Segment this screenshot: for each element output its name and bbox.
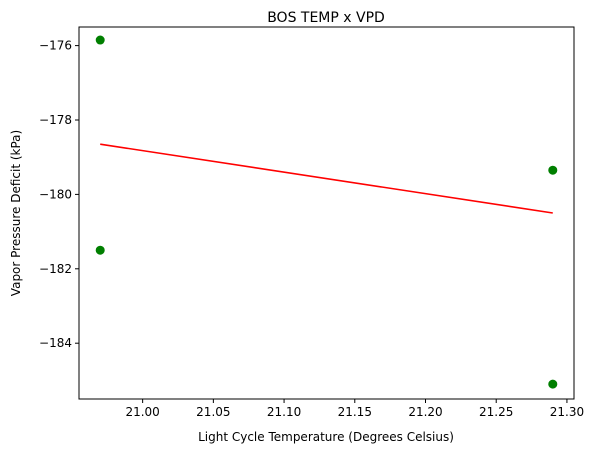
x-tick-label: 21.00: [125, 405, 159, 419]
scatter-point: [548, 165, 558, 175]
y-tick-label: −176: [39, 39, 72, 53]
x-tick-label: 21.15: [338, 405, 372, 419]
y-axis-ticks: −176 −178 −180 −182 −184: [39, 39, 79, 350]
x-axis-label: Light Cycle Temperature (Degrees Celsius…: [198, 430, 454, 444]
scatter-point: [548, 379, 558, 389]
y-tick-label: −182: [39, 262, 72, 276]
y-axis-label: Vapor Pressure Deficit (kPa): [9, 130, 23, 296]
x-tick-label: 21.10: [267, 405, 301, 419]
scatter-point: [95, 35, 105, 45]
trend-line: [100, 143, 553, 214]
x-tick-label: 21.30: [550, 405, 584, 419]
x-axis-ticks: 21.00 21.05 21.10 21.15 21.20 21.25 21.30: [125, 399, 584, 419]
scatter-point: [95, 245, 105, 255]
y-tick-label: −184: [39, 336, 72, 350]
plot-frame: [78, 26, 575, 400]
chart-title: BOS TEMP x VPD: [267, 10, 385, 26]
x-tick-label: 21.20: [408, 405, 442, 419]
y-tick-label: −180: [39, 187, 72, 201]
y-tick-label: −178: [39, 113, 72, 127]
data-marks: [95, 35, 558, 389]
x-tick-label: 21.05: [196, 405, 230, 419]
x-tick-label: 21.25: [479, 405, 513, 419]
